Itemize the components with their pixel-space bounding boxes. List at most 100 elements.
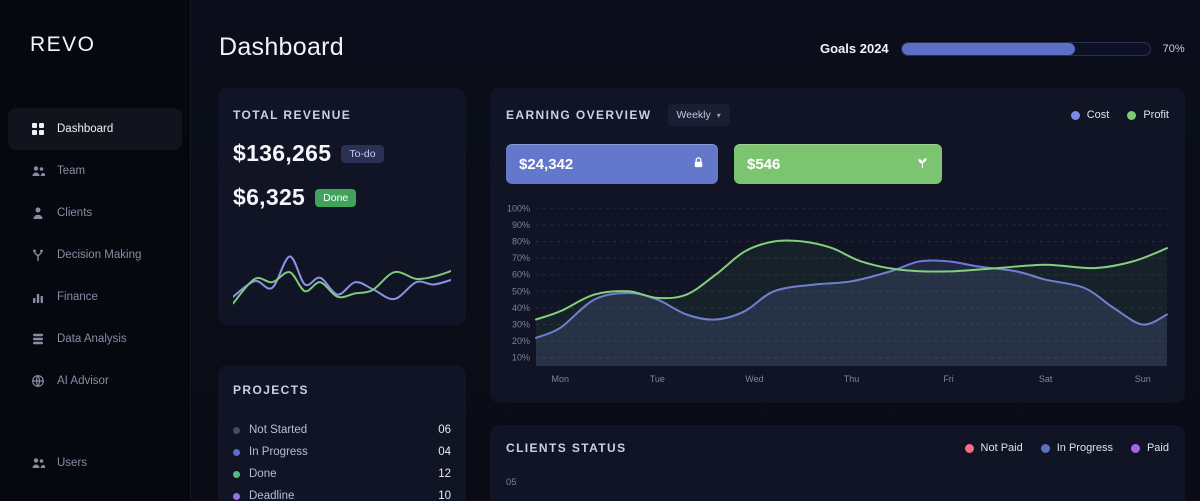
legend-label: Profit [1143,109,1169,121]
sidebar-bottom-nav: Users [0,442,190,484]
users-icon [30,456,45,471]
period-select[interactable]: Weekly ▾ [667,104,730,126]
sidebar-item-label: Dashboard [57,123,114,135]
project-count: 06 [438,424,451,436]
list-item[interactable]: Not Started 06 [233,419,451,441]
sidebar-item-ai-advisor[interactable]: AI Advisor [8,360,182,402]
lock-icon [692,156,705,173]
cost-legend-dot [1070,110,1080,120]
svg-text:Thu: Thu [844,374,860,384]
svg-text:80%: 80% [512,237,530,247]
profit-legend-dot [1127,110,1137,120]
sidebar-nav: Dashboard Team Clients Decision Making [0,108,190,402]
legend-label: In Progress [1056,442,1113,454]
svg-text:40%: 40% [512,303,530,313]
cost-stat-box[interactable]: $24,342 [506,144,718,184]
earning-overview-header: EARNING OVERVIEW Weekly ▾ Cost Profit [506,104,1169,126]
sidebar-item-finance[interactable]: Finance [8,276,182,318]
clients-legend: Not Paid In Progress Paid [964,442,1169,454]
earning-overview-card: EARNING OVERVIEW Weekly ▾ Cost Profit $2… [490,88,1185,403]
sidebar-item-clients[interactable]: Clients [8,192,182,234]
status-dot-not-started [233,426,240,434]
projects-list: Not Started 06 In Progress 04 Done 12 De… [233,419,451,501]
goals-progress-fill [901,42,1076,55]
project-status-label: Not Started [249,424,308,436]
total-revenue-card: TOTAL REVENUE $136,265 To-do $6,325 Done [218,88,466,325]
svg-text:60%: 60% [512,270,530,280]
sidebar-item-users[interactable]: Users [8,442,182,484]
page-title: Dashboard [219,33,345,61]
svg-text:50%: 50% [512,286,530,296]
sidebar: REVO Dashboard Team Clients [0,0,191,501]
project-status-label: In Progress [249,446,308,458]
projects-card: PROJECTS Not Started 06 In Progress 04 D… [218,365,466,501]
sidebar-item-label: Decision Making [57,249,142,261]
list-item[interactable]: Done 12 [233,463,451,485]
revenue-amount: $6,325 [233,184,306,210]
not-paid-legend-dot [964,443,974,453]
svg-text:70%: 70% [512,253,530,263]
bar-chart-icon [30,290,45,305]
project-count: 12 [438,468,451,480]
earning-overview-title: EARNING OVERVIEW [506,108,652,122]
revenue-row: $6,325 Done [233,184,357,211]
status-badge-done: Done [315,188,357,207]
clients-status-header: CLIENTS STATUS Not Paid In Progress Paid [506,441,1169,455]
goals-percent: 70% [1162,42,1185,55]
sidebar-item-label: Finance [57,291,98,303]
layers-icon [30,332,45,347]
profit-stat-box[interactable]: $546 [734,144,942,184]
sidebar-item-label: Data Analysis [57,333,127,345]
project-count: 04 [438,446,451,458]
goals-progress-track[interactable] [900,41,1151,56]
svg-text:20%: 20% [512,336,530,346]
status-dot-in-progress [233,448,240,456]
status-dot-deadline [233,492,240,500]
sidebar-item-label: Team [57,165,86,177]
status-dot-done [233,470,240,478]
revenue-sparkline-chart [233,248,451,310]
chevron-down-icon: ▾ [716,110,721,120]
list-item[interactable]: Deadline 10 [233,485,451,501]
earning-overview-chart: 100% 90% 80% 70% 60% 50% 40% 30% 20% 10% Mon Tue Wed… [500,196,1175,388]
sidebar-item-label: AI Advisor [57,375,109,387]
in-progress-legend-dot [1040,443,1050,453]
paid-legend-dot [1130,443,1140,453]
svg-text:Fri: Fri [943,374,954,384]
legend-label: Not Paid [980,442,1023,454]
profit-stat-value: $546 [747,155,781,173]
dashboard-grid-icon [30,122,45,137]
clients-status-card: CLIENTS STATUS Not Paid In Progress Paid… [490,425,1185,501]
earning-stats-row: $24,342 $546 [506,144,942,184]
sidebar-item-data-analysis[interactable]: Data Analysis [8,318,182,360]
svg-text:100%: 100% [507,203,530,213]
svg-text:30%: 30% [512,320,530,330]
legend-item-not-paid: Not Paid [964,442,1023,454]
svg-text:Wed: Wed [745,374,763,384]
team-icon [30,164,45,179]
status-badge-todo: To-do [341,144,384,163]
brand-logo: REVO [30,33,96,56]
svg-text:90%: 90% [512,220,530,230]
svg-text:Sat: Sat [1039,374,1053,384]
sidebar-item-dashboard[interactable]: Dashboard [8,108,182,150]
sidebar-item-label: Users [57,457,88,469]
legend-item-cost: Cost [1070,109,1109,121]
sidebar-item-decision-making[interactable]: Decision Making [8,234,182,276]
clients-status-title: CLIENTS STATUS [506,441,627,455]
period-select-value: Weekly [676,109,711,121]
list-item[interactable]: In Progress 04 [233,441,451,463]
sidebar-item-label: Clients [57,207,93,219]
legend-item-profit: Profit [1127,109,1169,121]
svg-text:10%: 10% [512,353,530,363]
project-count: 10 [438,490,451,501]
growth-icon [916,156,929,173]
goals-progress: Goals 2024 70% [820,41,1185,56]
sidebar-item-clipped[interactable] [8,490,182,501]
legend-item-in-progress: In Progress [1040,442,1113,454]
sidebar-clipped-item[interactable] [0,490,190,501]
person-icon [30,206,45,221]
project-status-label: Deadline [249,490,295,501]
total-revenue-title: TOTAL REVENUE [233,108,352,122]
sidebar-item-team[interactable]: Team [8,150,182,192]
